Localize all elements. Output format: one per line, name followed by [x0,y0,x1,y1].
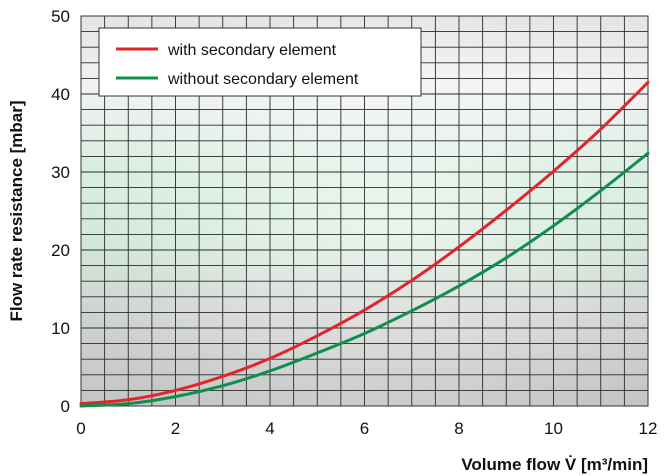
y-tick-label: 50 [51,7,70,26]
legend-label-without-secondary: without secondary element [167,71,359,88]
plot-frame [80,15,649,407]
x-tick-label: 6 [360,419,369,438]
legend-label-with-secondary: with secondary element [167,42,337,59]
y-tick-label: 0 [61,397,70,416]
x-axis-title: Volume flow V̇ [m³/min] [461,455,648,474]
x-tick-label: 10 [544,419,563,438]
y-tick-label: 10 [51,319,70,338]
y-tick-label: 40 [51,85,70,104]
x-tick-label: 0 [76,419,85,438]
series-line-with-secondary [79,80,650,406]
legend-box [98,27,422,97]
y-axis-title: Flow rate resistance [mbar] [7,100,26,321]
y-tick-label: 20 [51,241,70,260]
legend: with secondary element without secondary… [98,27,422,97]
x-tick-label: 2 [171,419,180,438]
series-line-without-secondary [79,151,650,408]
x-tick-label: 8 [454,419,463,438]
series-layer [79,80,650,408]
x-tick-label: 12 [639,419,658,438]
tick-labels: 0 2 4 6 8 10 12 0 10 20 30 40 50 [51,7,657,438]
x-tick-label: 4 [265,419,274,438]
y-tick-label: 30 [51,163,70,182]
